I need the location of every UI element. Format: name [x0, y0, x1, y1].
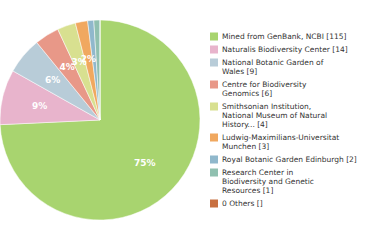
- legend-label-line: Naturalis Biodiversity Center [14]: [222, 45, 348, 54]
- legend-swatch: [210, 46, 218, 54]
- legend-label-line: Centre for Biodiversity: [222, 80, 307, 89]
- legend-label-line: Smithsonian Institution,: [222, 102, 311, 111]
- pie-slice: [100, 20, 101, 120]
- legend-item: Ludwig-Maximilians-UniversitatMunchen [3…: [210, 133, 339, 151]
- legend-item: Centre for BiodiversityGenomics [6]: [210, 80, 307, 98]
- pie-slice: [94, 20, 100, 120]
- legend-swatch: [210, 103, 218, 111]
- legend-swatch: [210, 200, 218, 208]
- legend-item: Naturalis Biodiversity Center [14]: [210, 45, 348, 54]
- data-label: 2%: [81, 54, 96, 64]
- legend-label: Naturalis Biodiversity Center [14]: [222, 45, 348, 54]
- legend-label-line: 0 Others []: [222, 199, 263, 208]
- legend-label-line: Ludwig-Maximilians-Universitat: [222, 133, 339, 142]
- pie: 75%9%6%4%3%2%: [0, 20, 200, 220]
- data-label: 9%: [32, 101, 47, 111]
- legend-item: Smithsonian Institution,National Museum …: [210, 102, 327, 129]
- legend-label: Research Center inBiodiversity and Genet…: [222, 168, 314, 195]
- legend-label: Centre for BiodiversityGenomics [6]: [222, 80, 307, 98]
- legend-swatch: [210, 59, 218, 67]
- legend-label-line: History... [4]: [222, 120, 268, 129]
- legend-item: 0 Others []: [210, 199, 263, 208]
- legend-swatch: [210, 169, 218, 177]
- legend: Mined from GenBank, NCBI [115] Naturalis …: [210, 32, 357, 208]
- legend-item: Mined from GenBank, NCBI [115]: [210, 32, 347, 41]
- legend-swatch: [210, 33, 218, 41]
- legend-label: Ludwig-Maximilians-UniversitatMunchen [3…: [222, 133, 339, 151]
- legend-label: Royal Botanic Garden Edinburgh [2]: [222, 155, 357, 164]
- legend-swatch: [210, 156, 218, 164]
- data-label: 6%: [45, 75, 60, 85]
- data-label: 75%: [134, 158, 156, 168]
- legend-label-line: Royal Botanic Garden Edinburgh [2]: [222, 155, 357, 164]
- legend-item: Research Center inBiodiversity and Genet…: [210, 168, 314, 195]
- pie-slice: [0, 20, 200, 220]
- legend-label: Smithsonian Institution,National Museum …: [222, 102, 327, 129]
- legend-item: Royal Botanic Garden Edinburgh [2]: [210, 155, 357, 164]
- legend-label: 0 Others []: [222, 199, 263, 208]
- legend-item: National Botanic Garden ofWales [9]: [210, 58, 324, 76]
- legend-label-line: National Museum of Natural: [222, 111, 327, 120]
- legend-label-line: Resources [1]: [222, 186, 273, 195]
- legend-label-line: Munchen [3]: [222, 142, 269, 151]
- legend-label-line: Genomics [6]: [222, 89, 272, 98]
- pie-slice: [88, 20, 100, 120]
- legend-label-line: Wales [9]: [222, 67, 257, 76]
- legend-label-line: Research Center in: [222, 168, 293, 177]
- legend-label-line: Biodiversity and Genetic: [222, 177, 314, 186]
- legend-label-line: Mined from GenBank, NCBI [115]: [222, 32, 347, 41]
- legend-swatch: [210, 81, 218, 89]
- legend-label-line: National Botanic Garden of: [222, 58, 324, 67]
- legend-swatch: [210, 134, 218, 142]
- legend-label: National Botanic Garden ofWales [9]: [222, 58, 324, 76]
- chart: 75%9%6%4%3%2%Mined from GenBank, NCBI [1…: [0, 0, 380, 240]
- pie-slice: [75, 21, 100, 120]
- legend-label: Mined from GenBank, NCBI [115]: [222, 32, 347, 41]
